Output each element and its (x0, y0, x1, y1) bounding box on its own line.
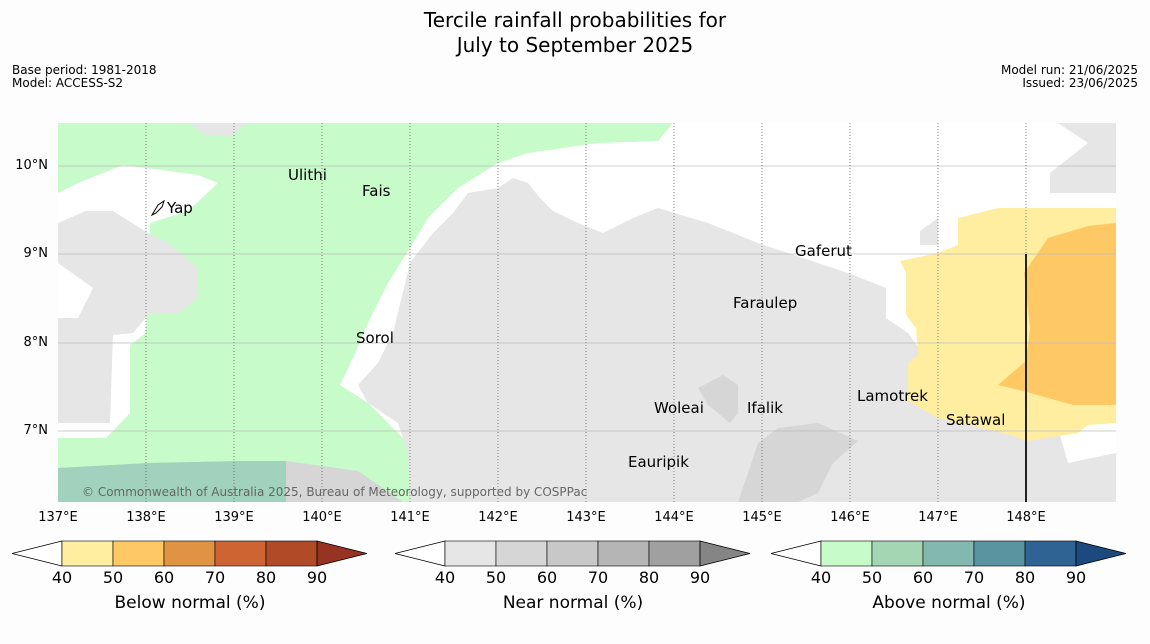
issued-date: Issued: 23/06/2025 (1022, 76, 1138, 90)
cbar3-label: Above normal (%) (872, 593, 1026, 613)
place-woleai: Woleai (654, 399, 704, 417)
place-ulithi: Ulithi (288, 166, 327, 184)
base-period: Base period: 1981-2018 (12, 63, 157, 77)
cbar2-tick-80: 80 (638, 568, 660, 587)
cbar1-tick-80: 80 (255, 568, 277, 587)
cbar2-tick-50: 50 (485, 568, 507, 587)
yap-island-shape (150, 199, 165, 217)
copyright-notice: © Commonwealth of Australia 2025, Bureau… (82, 485, 588, 499)
title-line-2: July to September 2025 (456, 33, 694, 57)
place-satawal: Satawal (946, 411, 1006, 429)
near-normal-darker (286, 375, 858, 502)
place-fais: Fais (362, 182, 391, 200)
colorbar-near-normal (394, 540, 751, 567)
model-run: Model run: 21/06/2025 (1000, 63, 1138, 77)
lon-label-148e: 148°E (1006, 510, 1046, 525)
cbar3-tick-40: 40 (810, 568, 832, 587)
lat-label-10n: 10°N (15, 158, 48, 173)
lat-label-9n: 9°N (23, 246, 49, 261)
meta-right: Model run: 21/06/2025 Issued: 23/06/2025 (1001, 64, 1138, 90)
cbar1-tick-40: 40 (51, 568, 73, 587)
cbar2-tick-40: 40 (434, 568, 456, 587)
lon-label-147e: 147°E (918, 510, 958, 525)
place-eauripik: Eauripik (628, 453, 689, 471)
place-ifalik: Ifalik (747, 399, 783, 417)
lon-label-143e: 143°E (566, 510, 606, 525)
cbar3-tick-60: 60 (912, 568, 934, 587)
lon-label-138e: 138°E (126, 510, 166, 525)
cbar2-tick-90: 90 (689, 568, 711, 587)
lon-label-140e: 140°E (302, 510, 342, 525)
meta-left: Base period: 1981-2018 Model: ACCESS-S2 (12, 64, 157, 90)
near-normal-region-ne (920, 123, 1116, 245)
place-sorol: Sorol (356, 329, 394, 347)
place-yap: Yap (167, 199, 193, 217)
lon-label-145e: 145°E (742, 510, 782, 525)
cbar2-label: Near normal (%) (502, 593, 644, 613)
map-area (58, 123, 1116, 502)
cbar2-tick-60: 60 (536, 568, 558, 587)
colorbar-above-normal (770, 540, 1127, 567)
colorbar-below-normal (11, 540, 368, 567)
below-normal-region-50 (998, 223, 1116, 405)
title-line-1: Tercile rainfall probabilities for (423, 8, 727, 32)
chart-title: Tercile rainfall probabilities for July … (0, 8, 1150, 58)
lat-label-7n: 7°N (23, 423, 49, 438)
near-normal-region-central (358, 178, 1116, 502)
cbar3-tick-80: 80 (1014, 568, 1036, 587)
lon-label-146e: 146°E (830, 510, 870, 525)
place-faraulep: Faraulep (733, 294, 798, 312)
cbar3-tick-70: 70 (963, 568, 985, 587)
near-normal-region-west (58, 211, 198, 423)
lon-label-139e: 139°E (214, 510, 254, 525)
map-svg (58, 123, 1116, 502)
cbar3-tick-50: 50 (861, 568, 883, 587)
cbar1-tick-90: 90 (306, 568, 328, 587)
lat-label-8n: 8°N (23, 335, 49, 350)
cbar1-tick-50: 50 (102, 568, 124, 587)
cbar1-label: Below normal (%) (114, 593, 266, 613)
lon-label-142e: 142°E (478, 510, 518, 525)
cbar1-tick-70: 70 (204, 568, 226, 587)
cbar1-tick-60: 60 (153, 568, 175, 587)
lon-label-144e: 144°E (654, 510, 694, 525)
place-gaferut: Gaferut (795, 242, 852, 260)
lon-label-137e: 137°E (38, 510, 78, 525)
near-normal-patch-top (188, 123, 246, 135)
cbar3-tick-90: 90 (1065, 568, 1087, 587)
place-lamotrek: Lamotrek (857, 387, 928, 405)
lon-label-141e: 141°E (390, 510, 430, 525)
cbar2-tick-70: 70 (587, 568, 609, 587)
above-normal-darker-strip (58, 461, 286, 502)
above-normal-region (58, 123, 673, 502)
model-name: Model: ACCESS-S2 (12, 76, 124, 90)
